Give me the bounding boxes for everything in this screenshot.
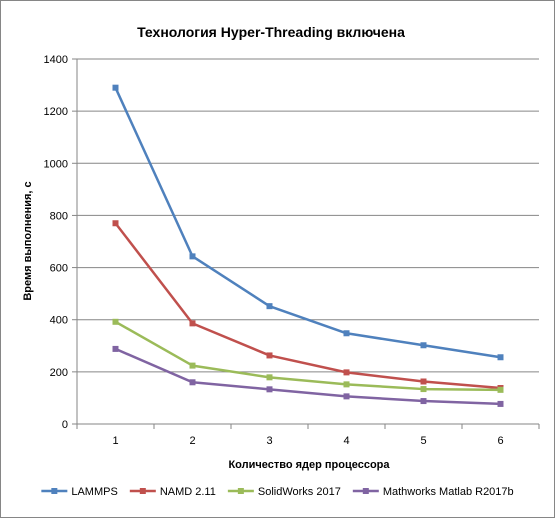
- x-tick-label: 6: [497, 435, 503, 447]
- y-axis-title: Время выполнения, с: [22, 181, 34, 300]
- data-point: [497, 400, 504, 407]
- data-point: [343, 381, 350, 388]
- series-3: [112, 345, 504, 407]
- legend-label: LAMMPS: [71, 486, 117, 498]
- data-point: [112, 220, 119, 227]
- x-tick-label: 3: [266, 435, 272, 447]
- legend-marker: [237, 488, 244, 494]
- legend-marker: [362, 488, 369, 494]
- x-tick-label: 2: [189, 435, 195, 447]
- x-tick-label: 1: [112, 435, 118, 447]
- x-tick-labels: 1 2 3 4 5 6: [112, 435, 503, 447]
- legend-entry-1: NAMD 2.11: [129, 486, 216, 498]
- data-point: [420, 386, 427, 393]
- legend-marker: [139, 488, 146, 494]
- legend-label: NAMD 2.11: [160, 486, 216, 498]
- legend-label: SolidWorks 2017: [258, 486, 341, 498]
- data-point: [266, 374, 273, 381]
- data-point: [420, 378, 427, 385]
- data-point: [343, 369, 350, 376]
- legend-label: Mathworks Matlab R2017b: [383, 486, 514, 498]
- data-point: [497, 354, 504, 361]
- data-point: [189, 320, 196, 327]
- legend-entry-2: SolidWorks 2017: [227, 486, 341, 498]
- data-point: [112, 345, 119, 352]
- legend: LAMMPS NAMD 2.11 SolidWorks 2017 Mathworks …: [41, 486, 514, 498]
- data-point: [189, 362, 196, 369]
- gridlines: [77, 58, 539, 373]
- y-tick-label: 800: [50, 210, 68, 222]
- data-point: [266, 303, 273, 310]
- data-point: [189, 379, 196, 386]
- series-line: [114, 222, 501, 390]
- series-line: [114, 87, 501, 359]
- series-1: [112, 220, 504, 392]
- y-tick-label: 1400: [44, 54, 68, 66]
- x-tick-label: 4: [343, 435, 349, 447]
- data-point: [266, 386, 273, 393]
- x-axis-title: Количество ядер процессора: [228, 459, 390, 471]
- series-line: [114, 320, 501, 392]
- series-0: [112, 84, 504, 361]
- legend-entry-3: Mathworks Matlab R2017b: [352, 486, 514, 498]
- axes: [72, 58, 540, 429]
- data-point: [420, 398, 427, 405]
- data-point: [420, 342, 427, 349]
- data-point: [266, 352, 273, 359]
- data-point: [112, 318, 119, 325]
- chart-title: Технология Hyper-Threading включена: [137, 24, 405, 40]
- y-tick-label: 400: [50, 315, 68, 327]
- series-line: [115, 347, 501, 406]
- data-point: [497, 386, 504, 393]
- series-group: [112, 84, 504, 407]
- y-tick-label: 200: [50, 367, 68, 379]
- x-tick-label: 5: [420, 435, 426, 447]
- y-tick-label: 600: [50, 263, 68, 275]
- legend-marker: [51, 488, 58, 494]
- y-tick-labels: 0 200 400 600 800 1000 1200 1400: [44, 54, 68, 431]
- y-tick-label: 1000: [44, 158, 68, 170]
- y-tick-label: 1200: [44, 106, 68, 118]
- data-point: [343, 330, 350, 337]
- data-point: [112, 84, 119, 91]
- data-point: [189, 253, 196, 260]
- data-point: [343, 393, 350, 400]
- legend-entry-0: LAMMPS: [41, 486, 118, 498]
- y-tick-label: 0: [62, 419, 68, 431]
- series-2: [112, 318, 504, 393]
